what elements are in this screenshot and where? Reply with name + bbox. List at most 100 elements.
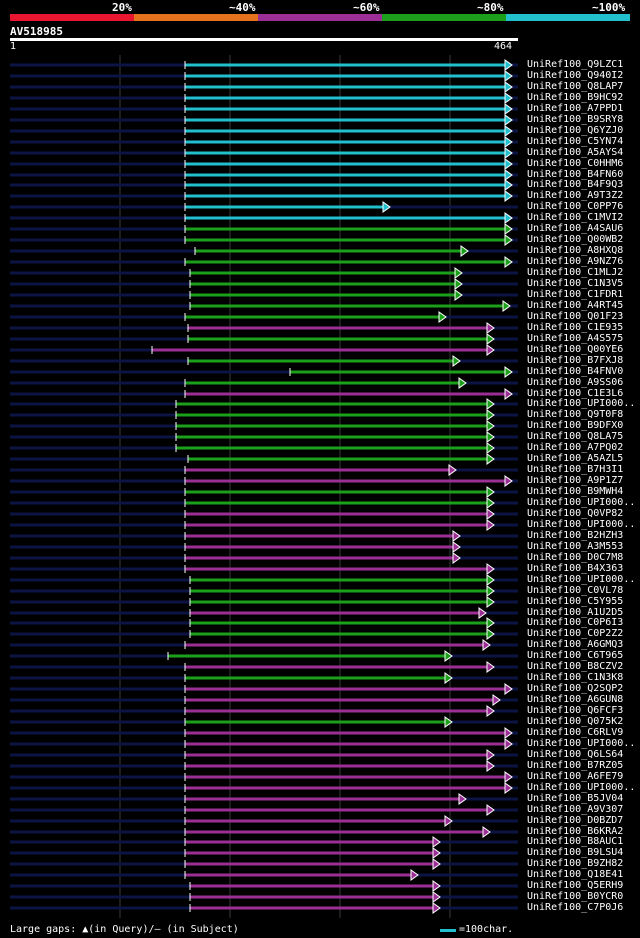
- hit-end-arrow: [504, 114, 513, 126]
- hit-label[interactable]: UniRef100_C1MLJ2: [527, 267, 624, 278]
- hit-label[interactable]: UniRef100_Q9T0F8: [527, 409, 624, 420]
- hit-label[interactable]: UniRef100_A6FE79: [527, 771, 624, 782]
- hit-end-arrow: [486, 431, 495, 443]
- hit-label[interactable]: UniRef100_A7PQ02: [527, 442, 624, 453]
- hit-label[interactable]: UniRef100_B2HZH3: [527, 530, 624, 541]
- hit-label[interactable]: UniRef100_C0VL78: [527, 585, 624, 596]
- hit-label[interactable]: UniRef100_B9ZH82: [527, 858, 624, 869]
- hit-end-arrow: [504, 59, 513, 71]
- hit-end-arrow: [432, 902, 441, 914]
- hit-label[interactable]: UniRef100_A4RT45: [527, 300, 624, 311]
- hit-label[interactable]: UniRef100_B7RZ05: [527, 760, 624, 771]
- hit-label[interactable]: UniRef100_UPI000..: [527, 574, 636, 585]
- hit-label[interactable]: UniRef100_C0PP76: [527, 201, 624, 212]
- hit-label[interactable]: UniRef100_A9T3Z2: [527, 190, 624, 201]
- hit-label[interactable]: UniRef100_B8AUC1: [527, 836, 624, 847]
- hit-label[interactable]: UniRef100_UPI000..: [527, 782, 636, 793]
- hit-end-arrow: [492, 694, 501, 706]
- hit-label[interactable]: UniRef100_B9MWH4: [527, 486, 624, 497]
- hit-label[interactable]: UniRef100_B9DFX0: [527, 420, 624, 431]
- hit-label[interactable]: UniRef100_A3M553: [527, 541, 624, 552]
- hit-end-arrow: [432, 858, 441, 870]
- hit-label[interactable]: UniRef100_B9HC92: [527, 92, 624, 103]
- legend-label-80: ~80%: [477, 1, 504, 14]
- hit-label[interactable]: UniRef100_A5AYS4: [527, 147, 624, 158]
- hit-label[interactable]: UniRef100_C1FDR1: [527, 289, 624, 300]
- hit-label[interactable]: UniRef100_C1N3K8: [527, 672, 624, 683]
- hit-label[interactable]: UniRef100_A7PPD1: [527, 103, 624, 114]
- hit-label[interactable]: UniRef100_C6RLV9: [527, 727, 624, 738]
- hit-label[interactable]: UniRef100_D0BZD7: [527, 815, 624, 826]
- hit-label[interactable]: UniRef100_A8HXQ8: [527, 245, 624, 256]
- hit-end-arrow: [438, 311, 447, 323]
- hit-label[interactable]: UniRef100_A6GUN8: [527, 694, 624, 705]
- hit-label[interactable]: UniRef100_Q00WB2: [527, 234, 624, 245]
- hit-end-arrow: [486, 486, 495, 498]
- hit-label[interactable]: UniRef100_Q01F23: [527, 311, 624, 322]
- hit-label[interactable]: UniRef100_B4FNV0: [527, 366, 624, 377]
- hit-label[interactable]: UniRef100_C6T965: [527, 650, 624, 661]
- hit-label[interactable]: UniRef100_B8CZV2: [527, 661, 624, 672]
- hit-label[interactable]: UniRef100_UPI000..: [527, 738, 636, 749]
- hit-label[interactable]: UniRef100_UPI000..: [527, 398, 636, 409]
- hit-end-arrow: [486, 322, 495, 334]
- hit-end-arrow: [458, 377, 467, 389]
- hit-label[interactable]: UniRef100_Q18E41: [527, 869, 624, 880]
- hit-label[interactable]: UniRef100_B4X363: [527, 563, 624, 574]
- hit-label[interactable]: UniRef100_C0HHM6: [527, 158, 624, 169]
- hit-label[interactable]: UniRef100_C5Y955: [527, 596, 624, 607]
- hit-label[interactable]: UniRef100_Q6YZJ0: [527, 125, 624, 136]
- hit-label[interactable]: UniRef100_B9SRY8: [527, 114, 624, 125]
- hit-label[interactable]: UniRef100_B4FN60: [527, 169, 624, 180]
- hit-label[interactable]: UniRef100_C1MVI2: [527, 212, 624, 223]
- hit-label[interactable]: UniRef100_C7P0J6: [527, 902, 624, 913]
- hit-label[interactable]: UniRef100_A9V307: [527, 804, 624, 815]
- hit-label[interactable]: UniRef100_A9P1Z7: [527, 475, 624, 486]
- hit-label[interactable]: UniRef100_Q075K2: [527, 716, 624, 727]
- hit-label[interactable]: UniRef100_C0P6I3: [527, 617, 624, 628]
- hit-label[interactable]: UniRef100_Q2SQP2: [527, 683, 624, 694]
- hit-label[interactable]: UniRef100_B7FXJ8: [527, 355, 624, 366]
- hit-label[interactable]: UniRef100_C1E935: [527, 322, 624, 333]
- hit-label[interactable]: UniRef100_D0C7M8: [527, 552, 624, 563]
- hit-end-arrow: [482, 826, 491, 838]
- hit-label[interactable]: UniRef100_UPI000..: [527, 519, 636, 530]
- hit-label[interactable]: UniRef100_A9NZ76: [527, 256, 624, 267]
- hit-label[interactable]: UniRef100_A5AZL5: [527, 453, 624, 464]
- hit-label[interactable]: UniRef100_B4F9Q3: [527, 179, 624, 190]
- hit-end-arrow: [486, 398, 495, 410]
- hit-label[interactable]: UniRef100_A1U2D5: [527, 607, 624, 618]
- hit-label[interactable]: UniRef100_Q9LZC1: [527, 59, 624, 70]
- query-end: 464: [494, 41, 513, 52]
- hit-label[interactable]: UniRef100_C5YN74: [527, 136, 624, 147]
- hit-end-arrow: [448, 464, 457, 476]
- hit-label[interactable]: UniRef100_C0P2Z2: [527, 628, 624, 639]
- hit-label[interactable]: UniRef100_A6GMQ3: [527, 639, 624, 650]
- hit-label[interactable]: UniRef100_Q8LAP7: [527, 81, 624, 92]
- hit-label[interactable]: UniRef100_A4S575: [527, 333, 624, 344]
- hit-label[interactable]: UniRef100_Q940I2: [527, 70, 624, 81]
- legend-100-segment: [506, 14, 630, 21]
- hit-label[interactable]: UniRef100_Q6FCF3: [527, 705, 624, 716]
- hit-label[interactable]: UniRef100_B0YCR0: [527, 891, 624, 902]
- hit-label[interactable]: UniRef100_Q00YE6: [527, 344, 624, 355]
- hit-label[interactable]: UniRef100_Q6LS64: [527, 749, 624, 760]
- hit-label[interactable]: UniRef100_B9LSU4: [527, 847, 624, 858]
- legend-60-segment: [258, 14, 382, 21]
- hit-label[interactable]: UniRef100_A9SS06: [527, 377, 624, 388]
- hit-end-arrow: [504, 136, 513, 148]
- hit-label[interactable]: UniRef100_B7H3I1: [527, 464, 624, 475]
- hit-label[interactable]: UniRef100_Q0VP82: [527, 508, 624, 519]
- hit-label[interactable]: UniRef100_Q8LA75: [527, 431, 624, 442]
- hit-label[interactable]: UniRef100_C1N3V5: [527, 278, 624, 289]
- hit-end-arrow: [486, 804, 495, 816]
- hit-end-arrow: [504, 125, 513, 137]
- hit-label[interactable]: UniRef100_A4SAU6: [527, 223, 624, 234]
- hit-end-arrow: [486, 705, 495, 717]
- hit-label[interactable]: UniRef100_Q5ERH9: [527, 880, 624, 891]
- hit-end-arrow: [432, 880, 441, 892]
- hit-label[interactable]: UniRef100_B5JV04: [527, 793, 624, 804]
- hit-label[interactable]: UniRef100_C1E3L6: [527, 388, 624, 399]
- hit-label[interactable]: UniRef100_UPI000..: [527, 497, 636, 508]
- hit-label[interactable]: UniRef100_B6KRA2: [527, 826, 624, 837]
